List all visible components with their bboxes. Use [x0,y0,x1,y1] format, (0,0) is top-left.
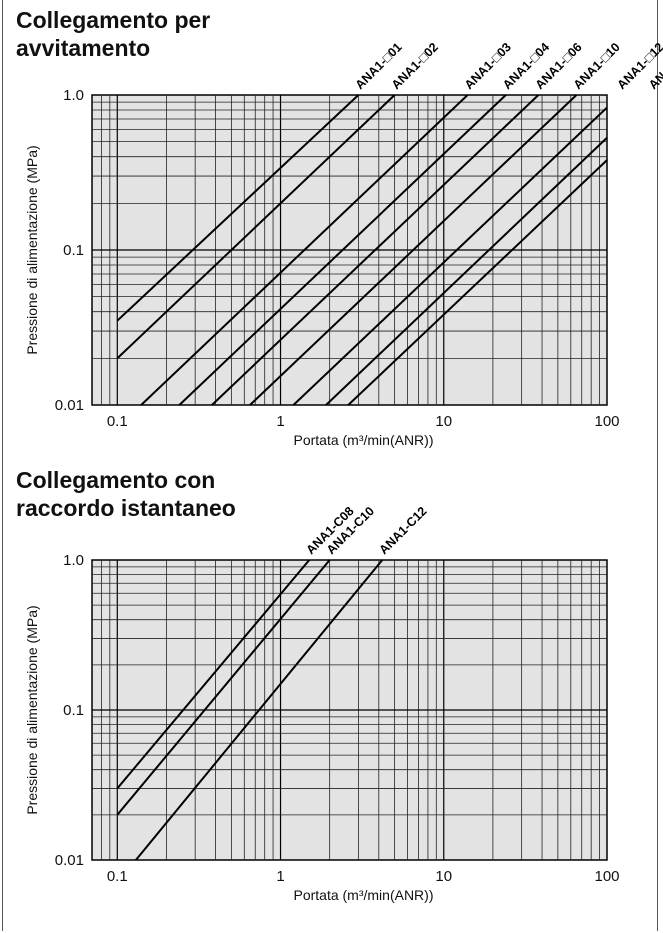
chart-2-series-line [116,559,331,816]
chart-2-series-label: ANA1-C12 [376,504,429,557]
chart-2-ytick-label: 0.1 [63,702,84,719]
chart-2-xtick-label: 1 [276,868,284,885]
chart-1-series-line [140,94,469,406]
chart-1-ytick-label: 1.0 [63,87,84,104]
chart-1-ytick-label: 0.01 [55,397,84,414]
chart-1-ytick-label: 0.1 [63,242,84,259]
chart-2-y-axis-label: Pressione di alimentazione (MPa) [24,605,40,814]
chart-1-series-line [347,159,608,406]
chart-1-series-line [116,94,396,360]
chart-1-series-line [249,94,578,406]
chart-1-title-line-2: avvitamento [16,35,151,61]
chart-2-title: Collegamento con raccordo istantaneo [16,466,236,522]
chart-2-title-line-2: raccordo istantaneo [16,495,236,521]
chart-1-title: Collegamento per avvitamento [16,6,210,62]
chart-1-y-axis-label: Pressione di alimentazione (MPa) [24,145,40,354]
chart-2-series-line [135,559,384,861]
chart-1-series-line [292,106,608,406]
chart-1-series-line [325,137,608,406]
chart-1-xtick-label: 10 [435,413,452,430]
chart-1-x-axis-label: Portata (m³/min(ANR)) [293,432,433,448]
chart-2-xtick-label: 10 [435,868,452,885]
chart-2-xtick-label: 100 [594,868,619,885]
chart-2-ytick-label: 0.01 [55,852,84,869]
chart-2-title-line-1: Collegamento con [16,467,216,493]
chart-1-title-line-1: Collegamento per [16,7,211,33]
chart-2-xtick-label: 0.1 [107,868,128,885]
chart-1-xtick-label: 0.1 [107,413,128,430]
chart-1-series-line [178,94,507,406]
chart-1-series-line [211,94,540,406]
chart-1-xtick-label: 100 [594,413,619,430]
chart-1-xtick-label: 1 [276,413,284,430]
chart-2-x-axis-label: Portata (m³/min(ANR)) [293,887,433,903]
chart-1-series-line [116,94,360,322]
chart-2-series-line [116,559,311,790]
chart-2-ytick-label: 1.0 [63,552,84,569]
